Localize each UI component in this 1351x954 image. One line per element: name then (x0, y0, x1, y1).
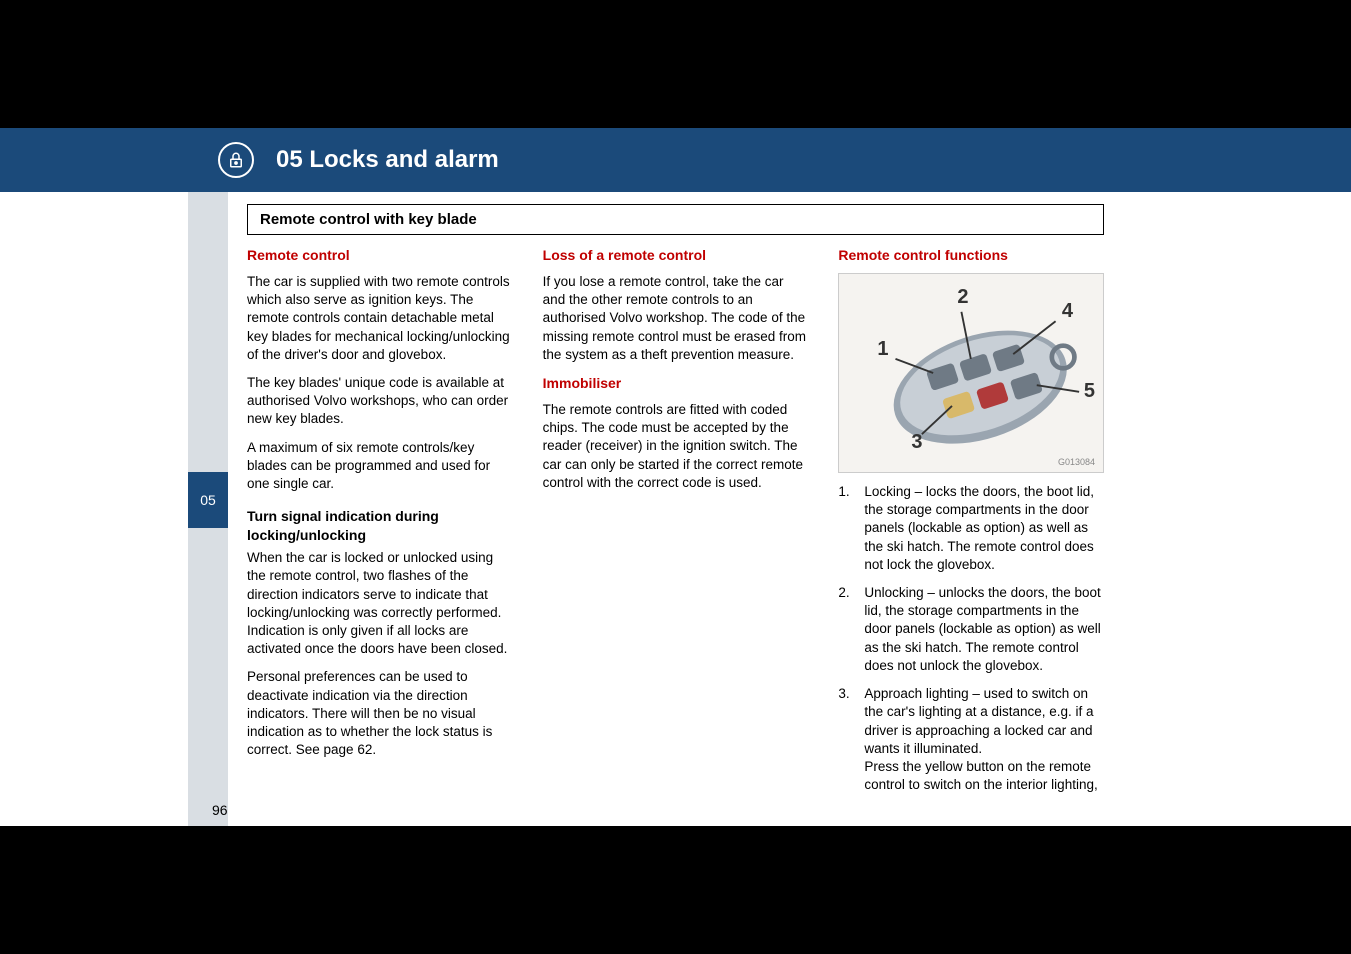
col2-heading-loss: Loss of a remote control (543, 246, 809, 265)
list-item: Locking – locks the doors, the boot lid,… (838, 483, 1104, 574)
callout-2: 2 (957, 284, 968, 311)
col3-heading-functions: Remote control functions (838, 246, 1104, 265)
content-area: Remote control The car is supplied with … (247, 242, 1104, 806)
list-item: Unlocking – unlocks the doors, the boot … (838, 584, 1104, 675)
remote-control-diagram: 1 2 3 4 5 G013084 (838, 273, 1104, 473)
callout-4: 4 (1062, 298, 1073, 325)
diagram-caption: G013084 (1058, 456, 1095, 468)
page-number: 96 (212, 802, 228, 818)
list-item: Approach lighting – used to switch on th… (838, 685, 1104, 794)
top-black-bar (0, 0, 1351, 128)
col1-p1: The car is supplied with two remote cont… (247, 273, 513, 364)
column-1: Remote control The car is supplied with … (247, 242, 513, 806)
column-2: Loss of a remote control If you lose a r… (543, 242, 809, 806)
sidebar-tab: 05 (188, 472, 228, 528)
col1-heading-turn-signal: Turn signal indication during locking/un… (247, 507, 513, 545)
callout-5: 5 (1084, 378, 1095, 405)
callout-3: 3 (911, 429, 922, 456)
lock-icon (218, 142, 254, 178)
sidebar-tab-num: 05 (200, 492, 216, 508)
col1-p3: A maximum of six remote controls/key bla… (247, 439, 513, 494)
chapter-header: 05 Locks and alarm (0, 128, 1351, 192)
col2-p2: The remote controls are fitted with code… (543, 401, 809, 492)
col1-p5: Personal preferences can be used to deac… (247, 668, 513, 759)
column-3: Remote control functions (838, 242, 1104, 806)
chapter-title: 05 Locks and alarm (276, 146, 499, 174)
col1-heading-remote-control: Remote control (247, 246, 513, 265)
bottom-black-bar (0, 826, 1351, 954)
section-title: Remote control with key blade (247, 204, 1104, 235)
col1-p4: When the car is locked or unlocked using… (247, 549, 513, 658)
functions-list: Locking – locks the doors, the boot lid,… (838, 483, 1104, 795)
callout-1: 1 (877, 336, 888, 363)
col2-heading-immobiliser: Immobiliser (543, 374, 809, 393)
section-title-text: Remote control with key blade (260, 211, 477, 228)
col2-p1: If you lose a remote control, take the c… (543, 273, 809, 364)
col1-p2: The key blades' unique code is available… (247, 374, 513, 429)
